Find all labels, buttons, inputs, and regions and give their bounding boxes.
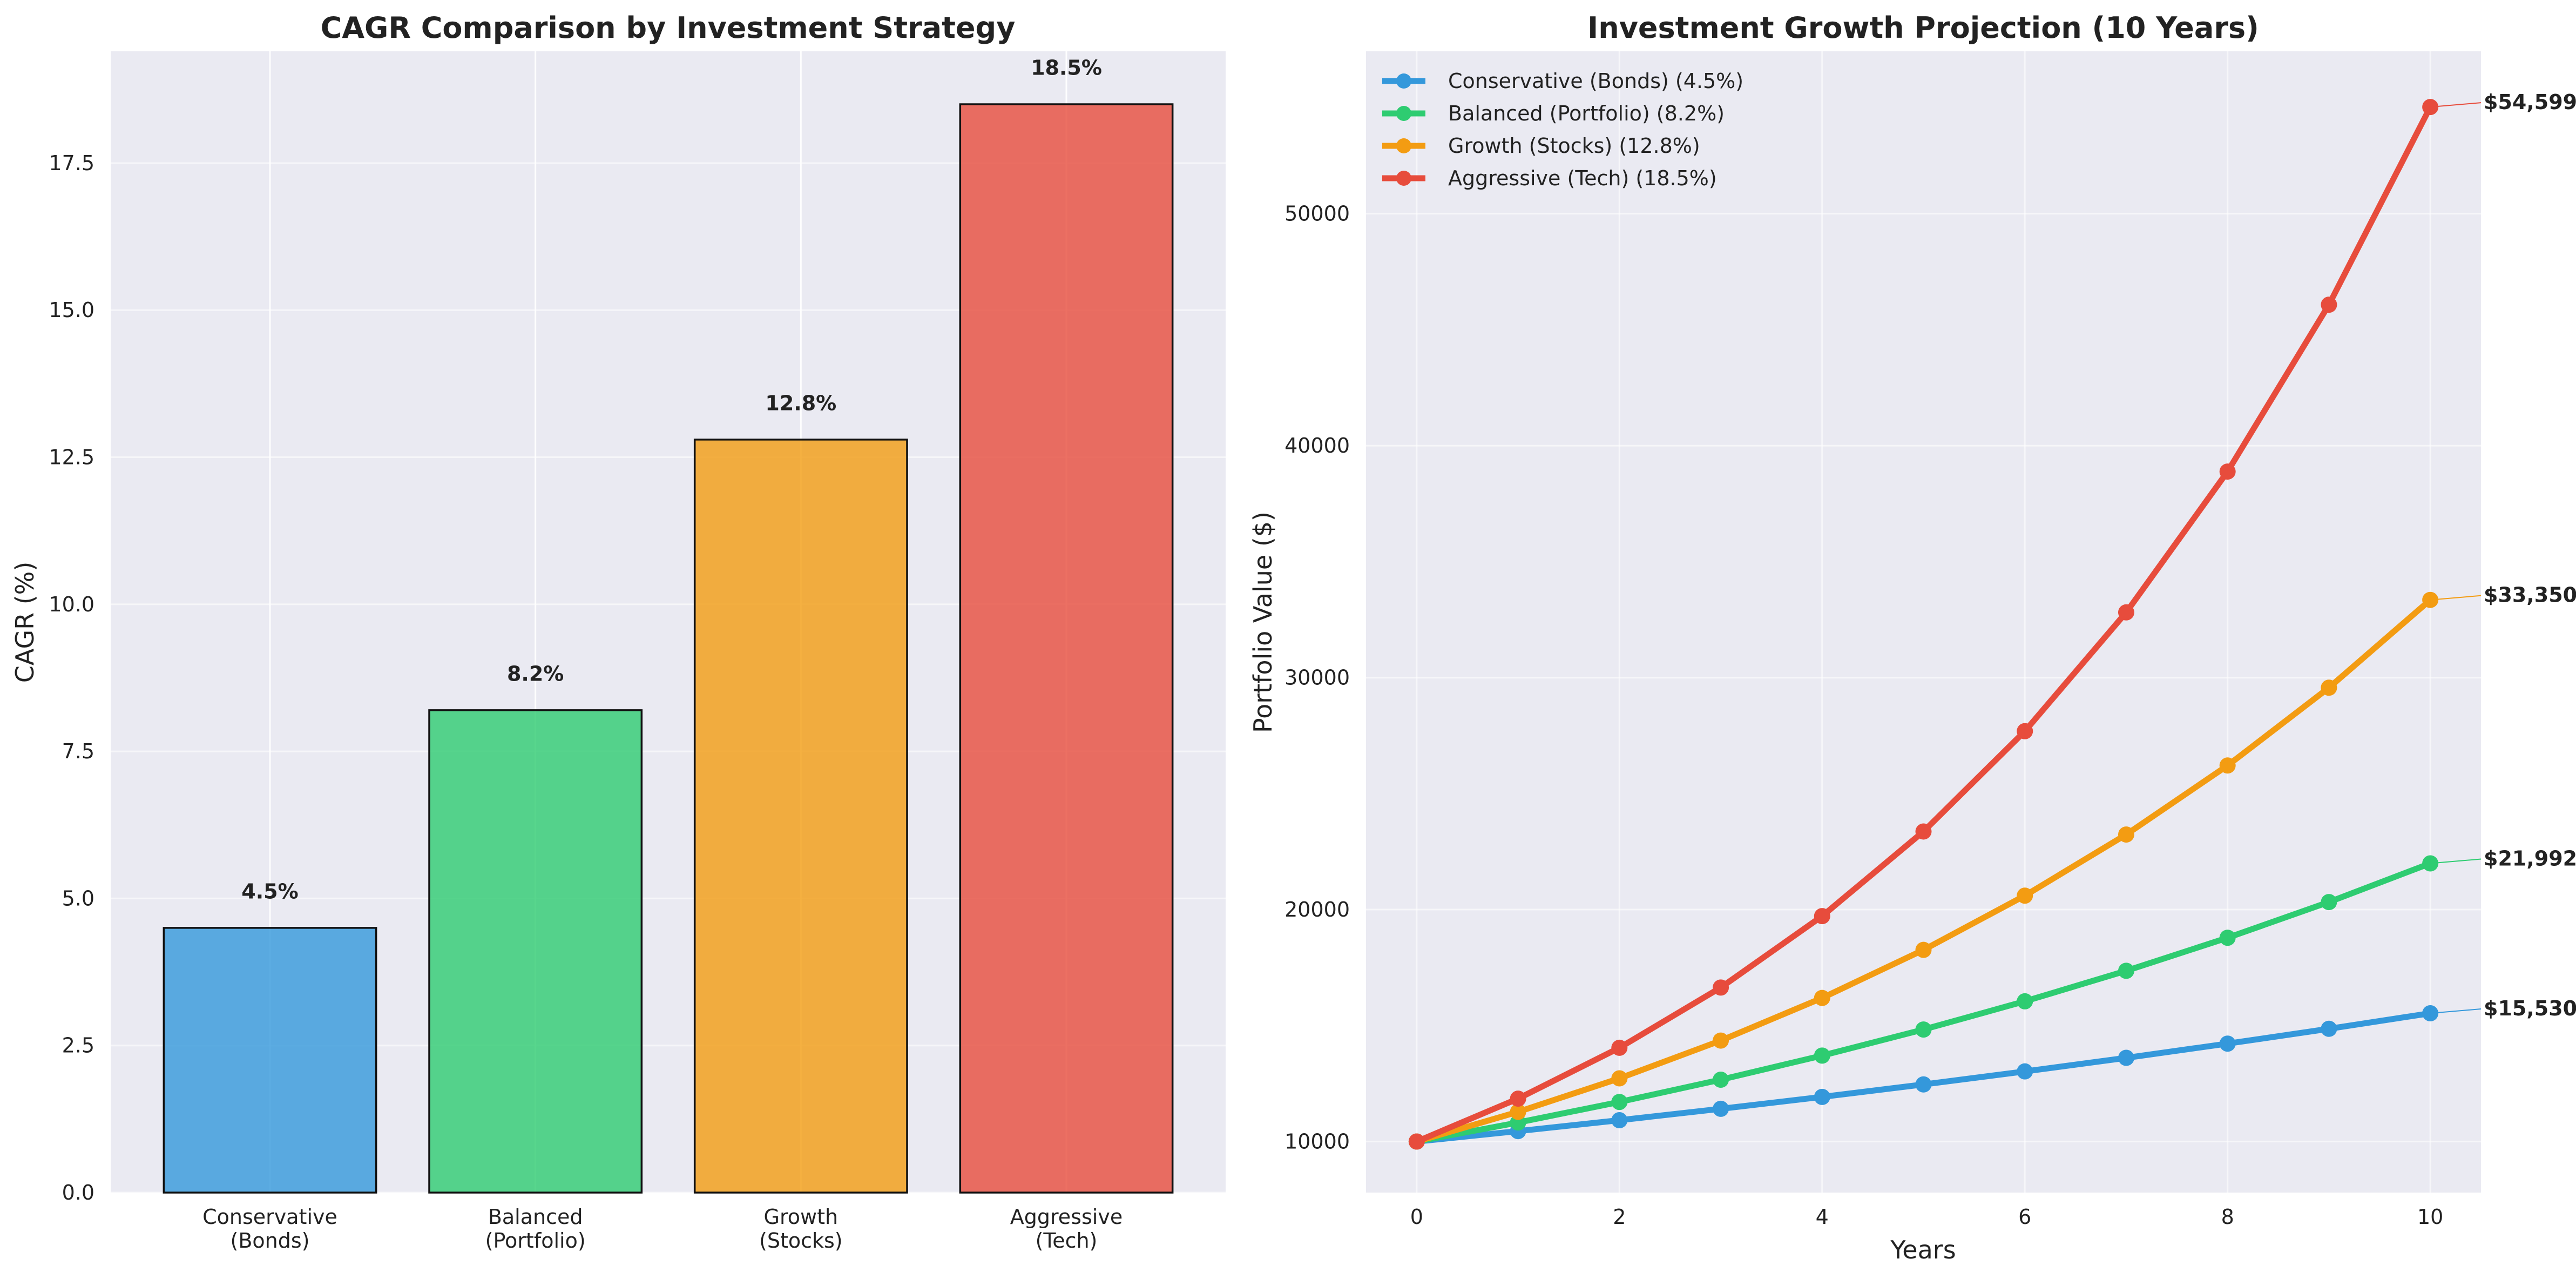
legend-marker: [1396, 138, 1411, 153]
bar-x-tick-label: Conservative (Bonds): [202, 1205, 337, 1253]
series-point: [2321, 679, 2337, 696]
line-y-tick-label: 30000: [1284, 666, 1350, 690]
series-point: [1510, 1103, 1526, 1120]
legend-marker: [1396, 171, 1411, 186]
bar-y-tick-label: 0.0: [62, 1181, 94, 1204]
series-point: [1611, 1070, 1628, 1087]
series-point: [1713, 1071, 1729, 1088]
series-point: [1814, 1088, 1830, 1105]
bar-value-label: 12.8%: [765, 391, 836, 415]
line-plot-area: [1366, 51, 2481, 1193]
series-point: [2219, 930, 2236, 946]
series-point: [1814, 1047, 1830, 1064]
bar-x-tick-label: Balanced (Portfolio): [485, 1205, 586, 1253]
bar-value-label: 18.5%: [1031, 56, 1102, 80]
bar: [428, 709, 643, 1194]
bar: [693, 439, 908, 1194]
series-point: [2219, 463, 2236, 480]
series-point: [1611, 1112, 1628, 1129]
bar-y-tick-label: 12.5: [49, 446, 94, 469]
series-point: [2118, 826, 2134, 843]
series-point: [2118, 962, 2134, 979]
bar-x-tick-label: Aggressive (Tech): [1010, 1205, 1123, 1253]
legend-entry: Conservative (Bonds) (4.5%): [1448, 69, 1743, 93]
bar-y-tick-label: 2.5: [62, 1034, 94, 1058]
bar-y-tick-label: 5.0: [62, 886, 94, 910]
series-point: [1713, 1032, 1729, 1049]
legend-entry: Growth (Stocks) (12.8%): [1448, 134, 1700, 158]
bar-x-ticks: Conservative (Bonds) Balanced (Portfolio) Gr…: [202, 1205, 1123, 1253]
series-point: [1915, 941, 1932, 958]
series-point: [1915, 1076, 1932, 1093]
series-point: [1510, 1090, 1526, 1107]
series-point: [2118, 604, 2134, 621]
series-point: [1408, 1133, 1425, 1150]
series-point: [2321, 297, 2337, 313]
line-y-tick-label: 50000: [1284, 202, 1350, 226]
series-point: [2118, 1049, 2134, 1066]
series-point: [1814, 989, 1830, 1006]
line-x-tick-label: 8: [2221, 1205, 2234, 1229]
series-point: [1713, 979, 1729, 996]
line-x-axis-label: Years: [1890, 1235, 1956, 1264]
series-end-label: $15,530: [2484, 997, 2576, 1020]
line-y-tick-label: 20000: [1284, 898, 1350, 921]
line-x-tick-label: 2: [1613, 1205, 1626, 1229]
series-end-label: $54,599: [2484, 90, 2576, 114]
bar: [959, 103, 1174, 1194]
bar-x-tick-label: Growth (Stocks): [759, 1205, 843, 1253]
legend-entry: Aggressive (Tech) (18.5%): [1448, 166, 1717, 190]
series-point: [1915, 1021, 1932, 1038]
bar-y-axis-label: CAGR (%): [10, 562, 39, 683]
legend-marker: [1396, 106, 1411, 121]
bar: [163, 927, 377, 1194]
legend-marker: [1396, 73, 1411, 89]
line-x-tick-label: 0: [1410, 1205, 1423, 1229]
line-chart-title: Investment Growth Projection (10 Years): [1587, 11, 2259, 45]
line-y-tick-label: 10000: [1284, 1130, 1350, 1154]
line-end-labels: $15,530 $21,992 $33,350 $54,599: [2430, 90, 2576, 1020]
bar-chart-title: CAGR Comparison by Investment Strategy: [321, 11, 1016, 45]
bar-chart-panel: 4.5% 8.2% 12.8% 18.5% 0.0 2.5 5.0 7.5 10.0 12.5 1…: [10, 11, 1226, 1253]
series-point: [2017, 723, 2033, 739]
line-y-tick-label: 40000: [1284, 434, 1350, 457]
series-point: [1713, 1100, 1729, 1117]
series-point: [1611, 1094, 1628, 1110]
series-point: [2017, 1063, 2033, 1080]
bar-y-ticks: 0.0 2.5 5.0 7.5 10.0 12.5 15.0 17.5: [49, 151, 94, 1204]
end-label-leader: [2430, 1008, 2482, 1014]
bar-marks: 4.5% 8.2% 12.8% 18.5%: [163, 56, 1174, 1194]
series-point: [1611, 1039, 1628, 1056]
legend-entry: Balanced (Portfolio) (8.2%): [1448, 102, 1725, 125]
bar-value-label: 8.2%: [507, 662, 564, 685]
series-point: [1814, 908, 1830, 925]
end-label-leader: [2430, 102, 2482, 108]
series-point: [2017, 887, 2033, 904]
series-end-label: $21,992: [2484, 846, 2576, 870]
bar-y-tick-label: 15.0: [49, 298, 94, 322]
bar-y-tick-label: 17.5: [49, 151, 94, 175]
line-x-tick-label: 6: [2018, 1205, 2031, 1229]
line-series-group: [1408, 99, 2439, 1150]
line-y-ticks: 10000 20000 30000 40000 50000: [1284, 202, 1350, 1154]
series-point: [2219, 1035, 2236, 1052]
series-end-label: $33,350: [2484, 583, 2576, 607]
end-label-leader: [2430, 858, 2482, 864]
end-label-leader: [2430, 595, 2482, 601]
bar-y-tick-label: 7.5: [62, 739, 94, 763]
bar-value-label: 4.5%: [241, 879, 298, 903]
line-y-axis-label: Portfolio Value ($): [1248, 511, 1277, 733]
line-x-tick-label: 4: [1816, 1205, 1829, 1229]
series-point: [2017, 993, 2033, 1009]
line-chart-panel: 10000 20000 30000 40000 50000 0 2 4 6 8 10 $15,53…: [1248, 11, 2576, 1264]
line-x-tick-label: 10: [2417, 1205, 2443, 1229]
series-point: [1915, 823, 1932, 840]
line-legend: Conservative (Bonds) (4.5%) Balanced (Por…: [1382, 69, 1743, 190]
series-point: [2321, 894, 2337, 911]
series-point: [2321, 1020, 2337, 1037]
line-x-ticks: 0 2 4 6 8 10: [1410, 1205, 2444, 1229]
series-point: [2219, 757, 2236, 774]
bar-y-tick-label: 10.0: [49, 593, 94, 616]
